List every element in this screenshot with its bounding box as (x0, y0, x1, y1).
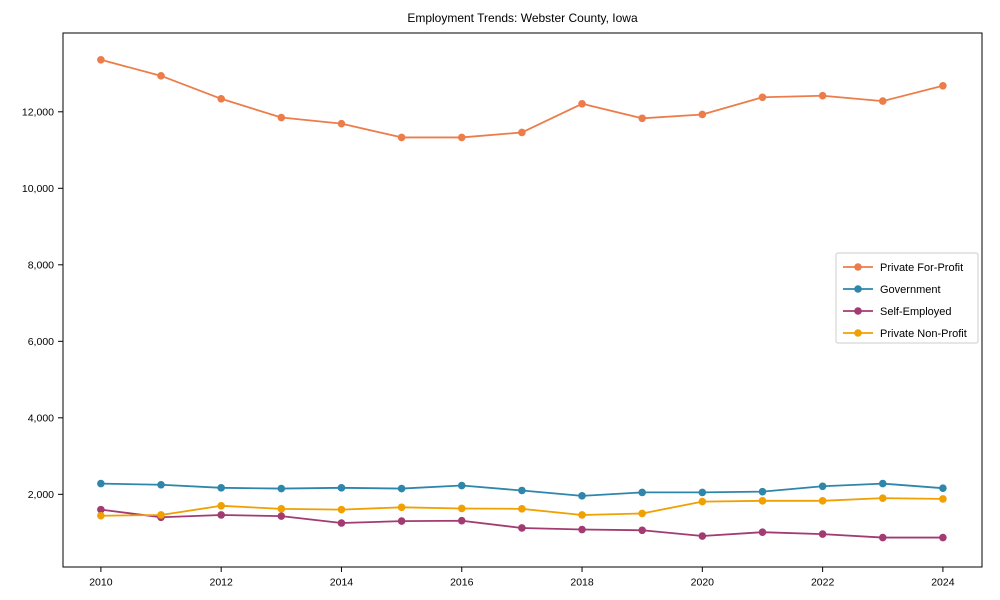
data-point-government (97, 479, 105, 488)
data-point-government (157, 480, 165, 489)
legend-box (835, 252, 979, 344)
data-point-self-employed (277, 512, 286, 520)
data-point-private-for-profit (277, 113, 286, 122)
data-point-government (638, 488, 646, 497)
data-point-self-employed (457, 516, 466, 525)
data-point-private-non-profit (698, 497, 707, 506)
data-point-government (397, 484, 406, 493)
data-point-private-non-profit (157, 511, 165, 519)
data-point-private-non-profit (217, 501, 225, 510)
data-point-private-non-profit (638, 509, 646, 518)
y-axis-tick-label: 6,000 (28, 336, 54, 348)
legend-label-private-non-profit: Private Non-Profit (880, 328, 967, 340)
x-axis-tick-label: 2010 (89, 576, 113, 588)
y-axis-tick-label: 12,000 (22, 106, 54, 118)
data-point-private-for-profit (217, 94, 225, 103)
data-point-private-non-profit (939, 495, 947, 503)
chart-title: Employment Trends: Webster County, Iowa (407, 11, 638, 25)
data-point-private-for-profit (638, 114, 646, 123)
data-point-private-non-profit (97, 511, 105, 520)
legend-marker-government (854, 285, 862, 293)
data-point-self-employed (518, 524, 526, 532)
y-axis-tick-label: 8,000 (28, 259, 54, 271)
data-point-private-non-profit (457, 504, 466, 513)
y-axis-tick-label: 2,000 (28, 489, 54, 501)
data-point-government (758, 487, 767, 496)
data-point-self-employed (337, 519, 346, 527)
data-point-private-for-profit (157, 72, 165, 80)
data-point-self-employed (638, 526, 646, 535)
data-point-self-employed (818, 530, 827, 538)
data-point-self-employed (939, 533, 947, 542)
data-point-private-non-profit (518, 505, 526, 513)
x-axis-tick-label: 2016 (450, 576, 474, 588)
x-axis-tick-label: 2022 (811, 576, 835, 588)
x-axis-tick-label: 2018 (570, 576, 594, 588)
data-point-self-employed (758, 528, 767, 536)
data-point-private-for-profit (578, 99, 586, 108)
data-point-self-employed (397, 517, 406, 525)
data-point-private-for-profit (818, 91, 827, 100)
data-point-government (698, 488, 707, 497)
x-axis-tick-label: 2014 (330, 576, 354, 588)
data-point-government (457, 481, 466, 490)
data-point-government (878, 479, 887, 488)
data-point-government (939, 484, 947, 493)
data-point-private-non-profit (878, 494, 887, 502)
data-point-private-for-profit (698, 110, 707, 119)
data-point-private-non-profit (397, 503, 406, 512)
y-axis-tick-label: 10,000 (22, 183, 54, 195)
legend-marker-self-employed (854, 307, 862, 315)
legend-label-self-employed: Self-Employed (880, 306, 952, 318)
data-point-government (217, 484, 225, 492)
legend-marker-private-non-profit (854, 329, 862, 337)
data-point-government (277, 484, 286, 493)
data-point-private-for-profit (337, 119, 346, 128)
data-point-private-non-profit (578, 511, 586, 519)
data-point-self-employed (217, 511, 225, 519)
data-point-self-employed (878, 533, 887, 542)
x-axis-tick-label: 2012 (209, 576, 233, 588)
y-axis-tick-label: 4,000 (28, 412, 54, 424)
data-point-private-non-profit (818, 497, 827, 505)
data-point-private-for-profit (97, 55, 105, 64)
x-axis-tick-label: 2020 (691, 576, 715, 588)
data-point-government (578, 492, 586, 500)
legend-marker-private-for-profit (854, 263, 862, 271)
legend-label-government: Government (880, 284, 941, 296)
legend-label-private-for-profit: Private For-Profit (880, 262, 963, 274)
data-point-self-employed (97, 505, 105, 514)
data-point-government (337, 484, 346, 492)
data-point-self-employed (698, 532, 707, 540)
data-point-private-for-profit (397, 133, 406, 142)
data-point-private-non-profit (337, 505, 346, 514)
data-point-private-for-profit (939, 81, 947, 90)
data-point-private-for-profit (457, 133, 466, 142)
data-point-private-non-profit (758, 497, 767, 505)
data-point-private-for-profit (878, 97, 887, 105)
data-point-government (818, 482, 827, 491)
data-point-private-for-profit (518, 128, 526, 137)
x-axis-tick-label: 2024 (931, 576, 955, 588)
data-point-private-non-profit (277, 505, 286, 513)
data-point-government (518, 486, 526, 495)
data-point-self-employed (578, 525, 586, 534)
data-point-private-for-profit (758, 93, 767, 102)
plot-frame (62, 32, 983, 568)
